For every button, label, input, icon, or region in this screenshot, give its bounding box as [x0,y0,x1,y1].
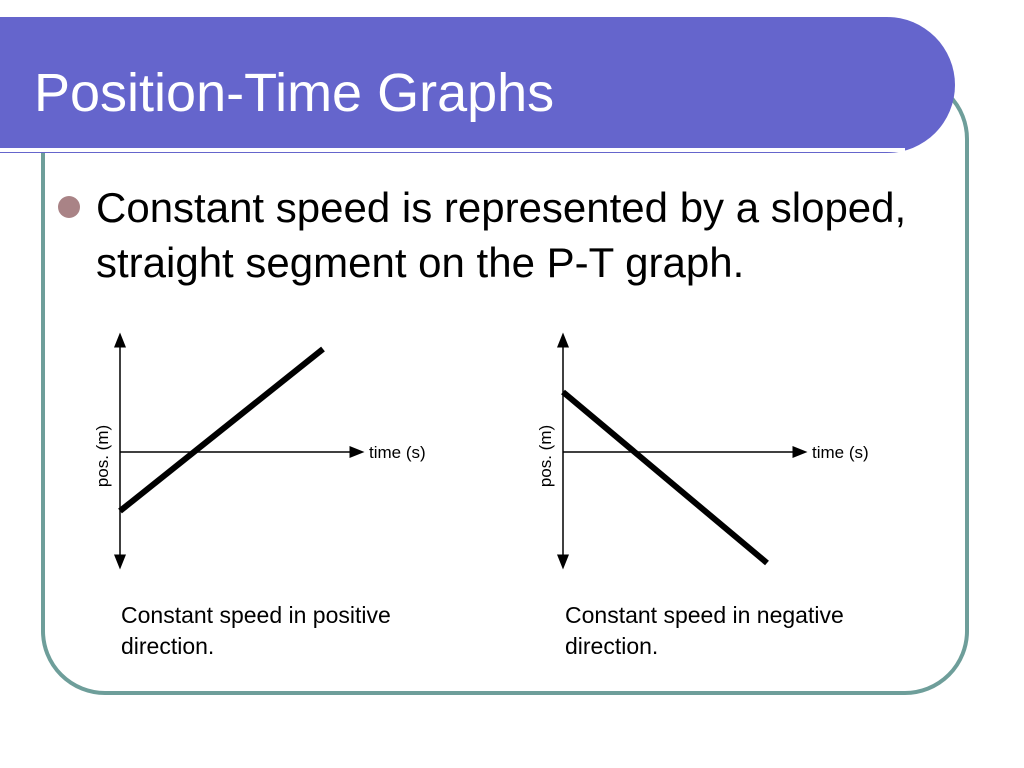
bullet-icon [58,196,80,218]
title-bar: Position-Time Graphs [0,17,955,153]
graph-negative: pos. (m) time (s) [523,330,923,590]
y-axis-label: pos. (m) [536,424,555,488]
title-underline [0,148,905,152]
caption-positive: Constant speed in positive direction. [121,602,391,659]
caption-negative: Constant speed in negative direction. [565,602,844,659]
graph-negative-plot [557,332,808,570]
y-axis-label: pos. (m) [93,424,112,488]
x-axis-label: time (s) [812,443,869,462]
x-axis-label: time (s) [369,443,426,462]
graph-positive-plot [114,332,365,570]
graph-positive: pos. (m) time (s) [80,330,480,590]
slide-frame [41,75,969,695]
slide-title: Position-Time Graphs [34,63,555,123]
position-line [561,389,769,566]
position-line [118,346,325,514]
bullet-text: Constant speed is represented by a slope… [96,184,907,286]
